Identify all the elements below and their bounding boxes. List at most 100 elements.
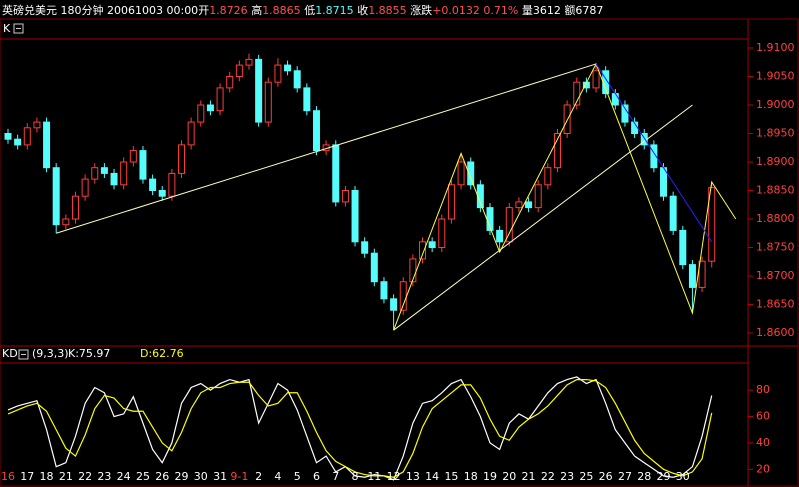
candle-body xyxy=(505,207,513,243)
x-tick-label: 31 xyxy=(213,470,227,483)
candle-body xyxy=(660,167,668,197)
collapse-icon[interactable] xyxy=(18,349,29,360)
x-tick-label: 22 xyxy=(541,470,555,483)
x-tick-label: 25 xyxy=(579,470,593,483)
candle-body xyxy=(187,121,195,146)
candle-body xyxy=(245,58,253,66)
trend-line xyxy=(393,104,693,331)
candle-body xyxy=(62,218,70,226)
candle-body xyxy=(669,195,677,231)
x-tick-label: 28 xyxy=(637,470,651,483)
quote-label: 开 xyxy=(198,4,210,17)
legend-entry: K:75.97 xyxy=(68,347,110,360)
quote-value: 6787 xyxy=(575,4,604,17)
x-tick-label: 23 xyxy=(97,470,111,483)
candle-body xyxy=(438,218,446,249)
x-tick-label: 26 xyxy=(155,470,169,483)
candle-body xyxy=(563,104,571,134)
x-tick-label: 14 xyxy=(425,470,439,483)
quote-label: 高 xyxy=(251,4,263,17)
candle-body xyxy=(43,121,51,169)
quote-value: 1.8726 xyxy=(209,4,248,17)
x-tick-label: 18 xyxy=(40,470,54,483)
quote-value: +0.0132 xyxy=(432,4,480,17)
candle-body xyxy=(390,298,398,311)
candle-body xyxy=(409,258,417,283)
period: 180分钟 xyxy=(60,4,104,17)
y-tick-label: 1.9100 xyxy=(756,41,795,54)
x-tick-label: 7 xyxy=(332,470,339,483)
candle-body xyxy=(525,201,533,209)
x-tick-label: 12 xyxy=(387,470,401,483)
indicator-params: (9,3,3) xyxy=(32,347,69,360)
trend-line xyxy=(595,63,713,243)
candle-body xyxy=(120,161,128,186)
y-tick-label: 1.8900 xyxy=(756,155,795,168)
candle-body xyxy=(419,241,427,260)
y-tick-label: 1.9000 xyxy=(756,98,795,111)
y-tick-label: 80 xyxy=(756,383,770,396)
x-tick-label: 21 xyxy=(59,470,73,483)
collapse-icon[interactable] xyxy=(13,23,24,34)
candle-body xyxy=(380,281,388,300)
candle-body xyxy=(139,150,147,180)
candle-body xyxy=(110,172,118,186)
symbol: 英磅兑美元 xyxy=(2,4,57,17)
candle-body xyxy=(698,260,706,288)
panel-label: K xyxy=(3,22,11,35)
candle-body xyxy=(71,195,79,220)
quote-label: 涨跌 xyxy=(410,4,433,17)
candle-body xyxy=(129,150,137,163)
candle-body xyxy=(168,172,176,197)
candle-body xyxy=(553,132,561,169)
candle-body xyxy=(91,167,99,180)
candle-body xyxy=(341,190,349,203)
x-tick-label: 20 xyxy=(502,470,516,483)
y-tick-label: 1.8950 xyxy=(756,126,795,139)
candle-body xyxy=(447,184,455,220)
quote-label: 收 xyxy=(357,4,369,17)
candle-body xyxy=(23,127,31,146)
candle-body xyxy=(361,241,369,254)
datetime: 20061003 00:00 xyxy=(107,4,199,17)
candle-body xyxy=(332,144,340,203)
y-tick-label: 1.8850 xyxy=(756,184,795,197)
x-tick-label: 30 xyxy=(194,470,208,483)
quote-value: 1.8855 xyxy=(368,4,407,17)
x-tick-label: 13 xyxy=(406,470,420,483)
candle-body xyxy=(496,229,504,243)
x-tick-label: 30 xyxy=(676,470,690,483)
candle-body xyxy=(158,190,166,197)
candle-body xyxy=(611,93,619,106)
x-tick-label: 15 xyxy=(444,470,458,483)
candle-body xyxy=(534,184,542,209)
y-tick-label: 60 xyxy=(756,410,770,423)
y-tick-label: 40 xyxy=(756,436,770,449)
candle-body xyxy=(679,229,687,266)
x-tick-label: 27 xyxy=(618,470,632,483)
x-tick-label: 5 xyxy=(294,470,301,483)
y-tick-label: 1.8800 xyxy=(756,212,795,225)
candle-body xyxy=(226,75,234,89)
kd-line xyxy=(7,376,713,481)
candle-body xyxy=(149,178,157,192)
quote-label: 量 xyxy=(521,4,533,17)
candle-body xyxy=(52,167,60,226)
trend-line xyxy=(56,63,597,234)
x-tick-label: 24 xyxy=(117,470,131,483)
x-tick-label: 26 xyxy=(599,470,613,483)
y-tick-label: 1.8650 xyxy=(756,298,795,311)
candle-body xyxy=(197,104,205,123)
x-tick-label: 25 xyxy=(136,470,150,483)
candle-body xyxy=(255,58,263,123)
y-tick-label: 20 xyxy=(756,462,770,475)
x-tick-label: 11 xyxy=(367,470,381,483)
x-tick-label: 21 xyxy=(522,470,536,483)
candle-body xyxy=(4,132,12,140)
candle-body xyxy=(515,201,523,209)
y-tick-label: 1.9050 xyxy=(756,69,795,82)
quote-label: 低 xyxy=(304,4,316,17)
frame xyxy=(0,18,799,487)
